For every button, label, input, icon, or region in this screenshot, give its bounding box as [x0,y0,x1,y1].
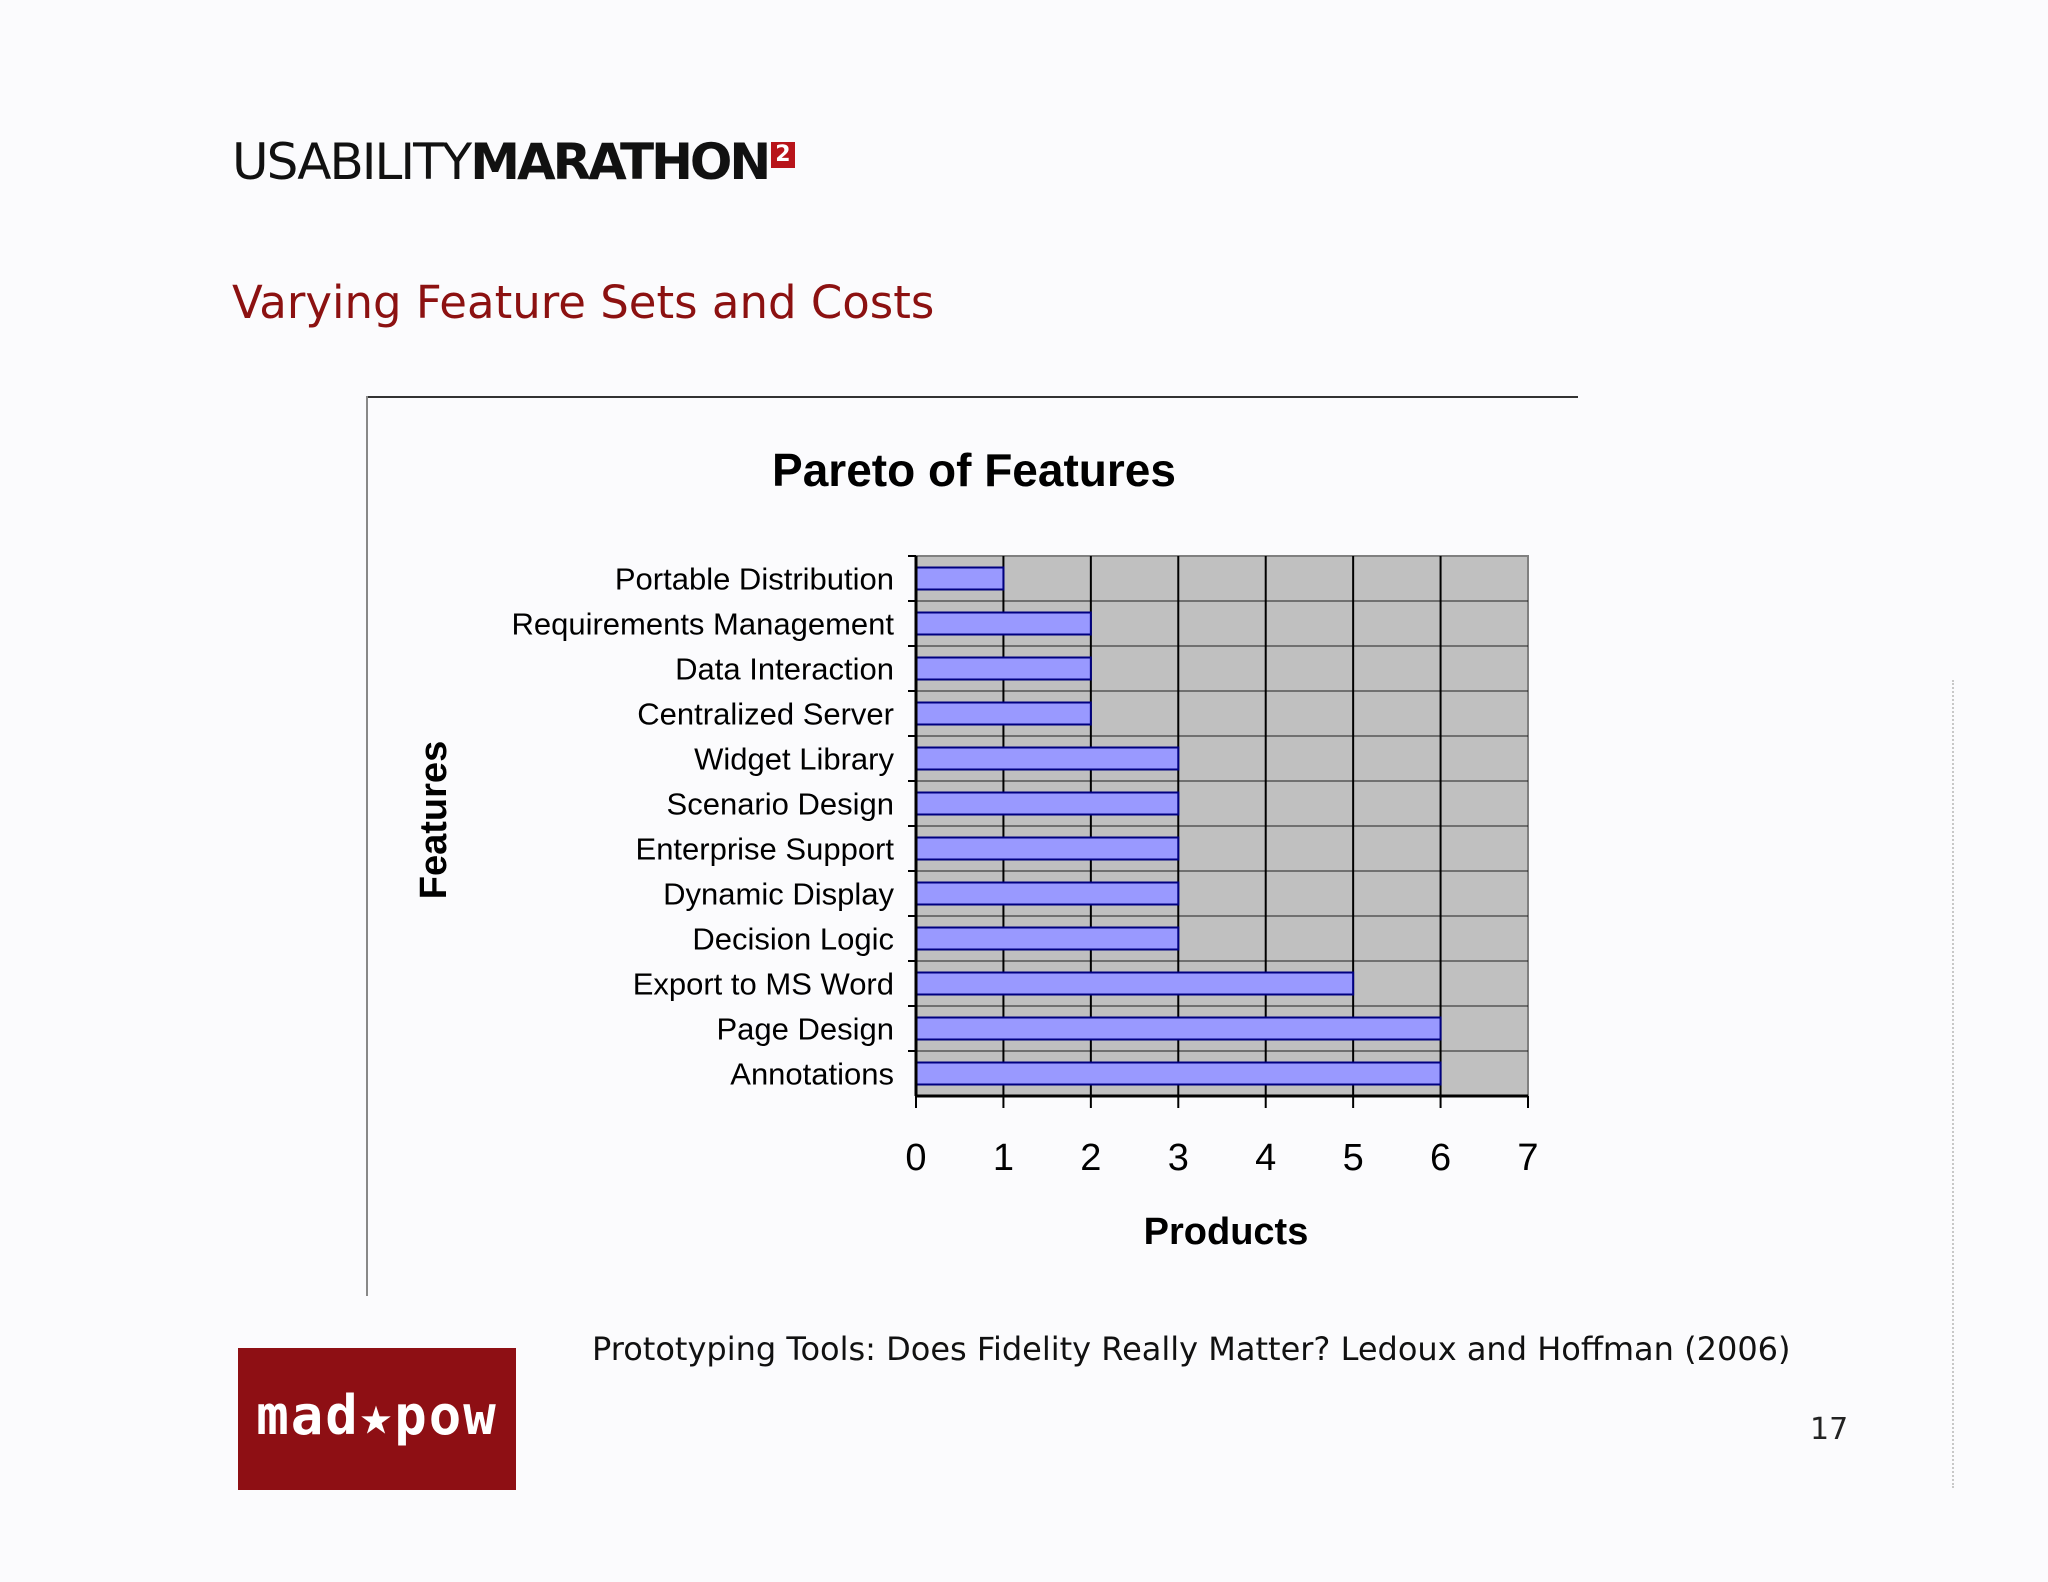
x-tick-label: 1 [993,1137,1014,1179]
category-label: Decision Logic [692,922,894,957]
chart-title: Pareto of Features [772,444,1176,496]
y-axis-title: Features [413,741,455,899]
category-label: Annotations [730,1057,894,1092]
x-tick-label: 6 [1430,1137,1451,1179]
category-label: Portable Distribution [615,562,894,597]
page-number: 17 [1810,1412,1849,1447]
citation: Prototyping Tools: Does Fidelity Really … [592,1330,1791,1368]
bar [915,1061,1442,1086]
chart-frame-left-border [366,396,368,1296]
category-label: Export to MS Word [633,967,894,1002]
bar [915,881,1180,906]
x-tick-label: 0 [905,1137,926,1179]
chart-frame-top-border [366,396,1578,398]
usability-marathon-logo: USABILITY MARATHON 2 [232,132,795,192]
x-tick-label: 4 [1255,1137,1276,1179]
bar [915,746,1180,771]
category-label: Page Design [716,1012,894,1047]
x-tick-label: 2 [1080,1137,1101,1179]
slide-title: Varying Feature Sets and Costs [232,276,935,329]
bar [915,791,1180,816]
x-tick-label: 7 [1517,1137,1538,1179]
x-tick-label: 3 [1168,1137,1189,1179]
category-label: Dynamic Display [663,877,894,912]
mad-pow-logo: mad★pow [238,1348,516,1490]
category-label: Enterprise Support [636,832,895,867]
mad-pow-logo-text: mad★pow [256,1384,498,1447]
category-label: Centralized Server [637,697,894,732]
category-label: Widget Library [694,742,894,777]
category-label: Requirements Management [511,607,894,642]
logo-badge: 2 [771,142,795,168]
x-axis-title: Products [1144,1211,1309,1253]
side-divider [1952,680,1954,1488]
bar [915,566,1005,591]
x-tick-label: 5 [1343,1137,1364,1179]
bar [915,926,1180,951]
category-label: Data Interaction [675,652,894,687]
logo-text-light: USABILITY [232,133,472,191]
category-label: Scenario Design [667,787,894,822]
bar [915,701,1092,726]
bar [915,611,1092,636]
bar [915,656,1092,681]
logo-text-bold: MARATHON [470,133,771,191]
bar [915,971,1355,996]
bar [915,1016,1442,1041]
bar [915,836,1180,861]
